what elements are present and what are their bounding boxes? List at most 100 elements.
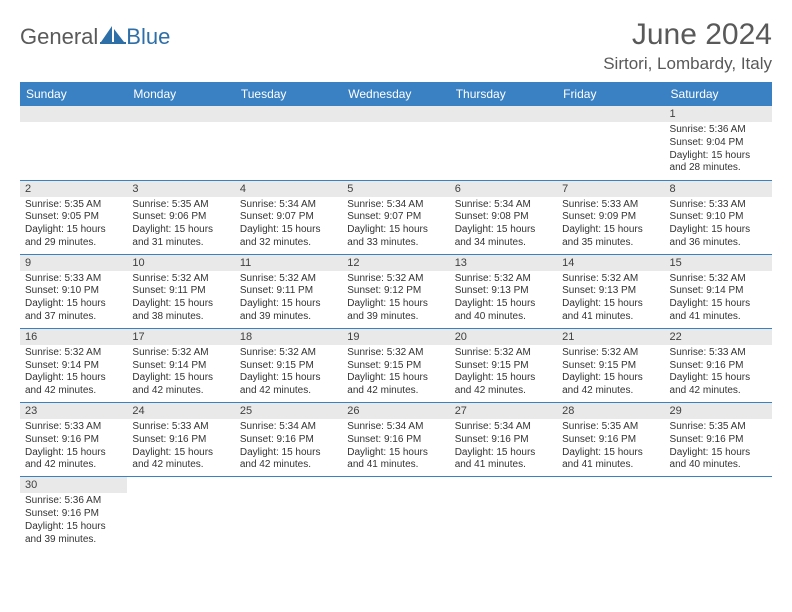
calendar-cell: 9Sunrise: 5:33 AMSunset: 9:10 PMDaylight… bbox=[20, 254, 127, 328]
day-number: 12 bbox=[342, 255, 449, 271]
logo-word1: General bbox=[20, 24, 98, 50]
calendar-cell bbox=[235, 477, 342, 551]
calendar-cell: 7Sunrise: 5:33 AMSunset: 9:09 PMDaylight… bbox=[557, 180, 664, 254]
day-details: Sunrise: 5:34 AMSunset: 9:07 PMDaylight:… bbox=[235, 197, 342, 254]
calendar-week-row: 16Sunrise: 5:32 AMSunset: 9:14 PMDayligh… bbox=[20, 328, 772, 402]
calendar-cell bbox=[450, 106, 557, 180]
calendar-cell: 29Sunrise: 5:35 AMSunset: 9:16 PMDayligh… bbox=[665, 403, 772, 477]
calendar-cell bbox=[342, 477, 449, 551]
calendar-cell: 1Sunrise: 5:36 AMSunset: 9:04 PMDaylight… bbox=[665, 106, 772, 180]
calendar-cell bbox=[557, 106, 664, 180]
location-subtitle: Sirtori, Lombardy, Italy bbox=[603, 54, 772, 74]
day-details: Sunrise: 5:36 AMSunset: 9:16 PMDaylight:… bbox=[20, 493, 127, 550]
day-number: 2 bbox=[20, 181, 127, 197]
calendar-cell: 20Sunrise: 5:32 AMSunset: 9:15 PMDayligh… bbox=[450, 328, 557, 402]
calendar-cell bbox=[342, 106, 449, 180]
calendar-cell bbox=[665, 477, 772, 551]
calendar-cell: 6Sunrise: 5:34 AMSunset: 9:08 PMDaylight… bbox=[450, 180, 557, 254]
day-header: Tuesday bbox=[235, 82, 342, 106]
day-details: Sunrise: 5:35 AMSunset: 9:16 PMDaylight:… bbox=[665, 419, 772, 476]
calendar-week-row: 23Sunrise: 5:33 AMSunset: 9:16 PMDayligh… bbox=[20, 403, 772, 477]
day-details: Sunrise: 5:36 AMSunset: 9:04 PMDaylight:… bbox=[665, 122, 772, 179]
header: General Blue June 2024 Sirtori, Lombardy… bbox=[20, 18, 772, 74]
calendar-cell: 4Sunrise: 5:34 AMSunset: 9:07 PMDaylight… bbox=[235, 180, 342, 254]
calendar-cell: 13Sunrise: 5:32 AMSunset: 9:13 PMDayligh… bbox=[450, 254, 557, 328]
calendar-cell: 30Sunrise: 5:36 AMSunset: 9:16 PMDayligh… bbox=[20, 477, 127, 551]
day-details: Sunrise: 5:33 AMSunset: 9:16 PMDaylight:… bbox=[127, 419, 234, 476]
day-number: 9 bbox=[20, 255, 127, 271]
day-details: Sunrise: 5:33 AMSunset: 9:10 PMDaylight:… bbox=[20, 271, 127, 328]
calendar-week-row: 30Sunrise: 5:36 AMSunset: 9:16 PMDayligh… bbox=[20, 477, 772, 551]
calendar-cell: 2Sunrise: 5:35 AMSunset: 9:05 PMDaylight… bbox=[20, 180, 127, 254]
calendar-cell bbox=[557, 477, 664, 551]
day-details: Sunrise: 5:32 AMSunset: 9:14 PMDaylight:… bbox=[665, 271, 772, 328]
day-details: Sunrise: 5:33 AMSunset: 9:10 PMDaylight:… bbox=[665, 197, 772, 254]
day-number: 30 bbox=[20, 477, 127, 493]
logo-sail-icon bbox=[100, 25, 126, 50]
logo-word2: Blue bbox=[126, 24, 170, 50]
calendar-cell bbox=[450, 477, 557, 551]
day-details: Sunrise: 5:32 AMSunset: 9:13 PMDaylight:… bbox=[557, 271, 664, 328]
calendar-cell: 24Sunrise: 5:33 AMSunset: 9:16 PMDayligh… bbox=[127, 403, 234, 477]
day-details: Sunrise: 5:32 AMSunset: 9:15 PMDaylight:… bbox=[557, 345, 664, 402]
day-number: 1 bbox=[665, 106, 772, 122]
page-title: June 2024 bbox=[603, 18, 772, 52]
day-number: 29 bbox=[665, 403, 772, 419]
day-number: 8 bbox=[665, 181, 772, 197]
day-number: 18 bbox=[235, 329, 342, 345]
day-details: Sunrise: 5:32 AMSunset: 9:13 PMDaylight:… bbox=[450, 271, 557, 328]
calendar-cell: 23Sunrise: 5:33 AMSunset: 9:16 PMDayligh… bbox=[20, 403, 127, 477]
calendar-cell: 27Sunrise: 5:34 AMSunset: 9:16 PMDayligh… bbox=[450, 403, 557, 477]
day-details: Sunrise: 5:33 AMSunset: 9:16 PMDaylight:… bbox=[20, 419, 127, 476]
day-details: Sunrise: 5:35 AMSunset: 9:06 PMDaylight:… bbox=[127, 197, 234, 254]
calendar-cell: 10Sunrise: 5:32 AMSunset: 9:11 PMDayligh… bbox=[127, 254, 234, 328]
calendar-cell: 22Sunrise: 5:33 AMSunset: 9:16 PMDayligh… bbox=[665, 328, 772, 402]
calendar-cell bbox=[20, 106, 127, 180]
calendar-cell: 16Sunrise: 5:32 AMSunset: 9:14 PMDayligh… bbox=[20, 328, 127, 402]
day-details: Sunrise: 5:34 AMSunset: 9:16 PMDaylight:… bbox=[342, 419, 449, 476]
day-number: 22 bbox=[665, 329, 772, 345]
day-number: 25 bbox=[235, 403, 342, 419]
day-number: 4 bbox=[235, 181, 342, 197]
logo: General Blue bbox=[20, 24, 170, 50]
day-number: 21 bbox=[557, 329, 664, 345]
day-details: Sunrise: 5:34 AMSunset: 9:16 PMDaylight:… bbox=[235, 419, 342, 476]
day-header: Sunday bbox=[20, 82, 127, 106]
calendar-week-row: 2Sunrise: 5:35 AMSunset: 9:05 PMDaylight… bbox=[20, 180, 772, 254]
calendar-cell bbox=[127, 477, 234, 551]
day-details: Sunrise: 5:34 AMSunset: 9:08 PMDaylight:… bbox=[450, 197, 557, 254]
calendar-cell: 11Sunrise: 5:32 AMSunset: 9:11 PMDayligh… bbox=[235, 254, 342, 328]
calendar-cell: 12Sunrise: 5:32 AMSunset: 9:12 PMDayligh… bbox=[342, 254, 449, 328]
day-number: 14 bbox=[557, 255, 664, 271]
calendar-cell: 25Sunrise: 5:34 AMSunset: 9:16 PMDayligh… bbox=[235, 403, 342, 477]
day-details: Sunrise: 5:34 AMSunset: 9:07 PMDaylight:… bbox=[342, 197, 449, 254]
day-details: Sunrise: 5:32 AMSunset: 9:15 PMDaylight:… bbox=[450, 345, 557, 402]
day-header: Saturday bbox=[665, 82, 772, 106]
day-number: 28 bbox=[557, 403, 664, 419]
calendar-cell: 17Sunrise: 5:32 AMSunset: 9:14 PMDayligh… bbox=[127, 328, 234, 402]
day-details: Sunrise: 5:35 AMSunset: 9:05 PMDaylight:… bbox=[20, 197, 127, 254]
day-number: 26 bbox=[342, 403, 449, 419]
day-number: 13 bbox=[450, 255, 557, 271]
day-details: Sunrise: 5:33 AMSunset: 9:09 PMDaylight:… bbox=[557, 197, 664, 254]
calendar-cell bbox=[235, 106, 342, 180]
day-details: Sunrise: 5:34 AMSunset: 9:16 PMDaylight:… bbox=[450, 419, 557, 476]
day-number: 27 bbox=[450, 403, 557, 419]
day-details: Sunrise: 5:32 AMSunset: 9:15 PMDaylight:… bbox=[342, 345, 449, 402]
day-number: 15 bbox=[665, 255, 772, 271]
calendar-cell: 3Sunrise: 5:35 AMSunset: 9:06 PMDaylight… bbox=[127, 180, 234, 254]
day-details: Sunrise: 5:32 AMSunset: 9:11 PMDaylight:… bbox=[235, 271, 342, 328]
day-number: 5 bbox=[342, 181, 449, 197]
calendar-cell: 18Sunrise: 5:32 AMSunset: 9:15 PMDayligh… bbox=[235, 328, 342, 402]
calendar-cell: 26Sunrise: 5:34 AMSunset: 9:16 PMDayligh… bbox=[342, 403, 449, 477]
calendar-cell: 8Sunrise: 5:33 AMSunset: 9:10 PMDaylight… bbox=[665, 180, 772, 254]
calendar-cell bbox=[127, 106, 234, 180]
day-details: Sunrise: 5:32 AMSunset: 9:12 PMDaylight:… bbox=[342, 271, 449, 328]
day-number: 16 bbox=[20, 329, 127, 345]
day-details: Sunrise: 5:33 AMSunset: 9:16 PMDaylight:… bbox=[665, 345, 772, 402]
day-header: Thursday bbox=[450, 82, 557, 106]
day-details: Sunrise: 5:32 AMSunset: 9:15 PMDaylight:… bbox=[235, 345, 342, 402]
calendar-cell: 19Sunrise: 5:32 AMSunset: 9:15 PMDayligh… bbox=[342, 328, 449, 402]
day-header: Monday bbox=[127, 82, 234, 106]
calendar-cell: 28Sunrise: 5:35 AMSunset: 9:16 PMDayligh… bbox=[557, 403, 664, 477]
